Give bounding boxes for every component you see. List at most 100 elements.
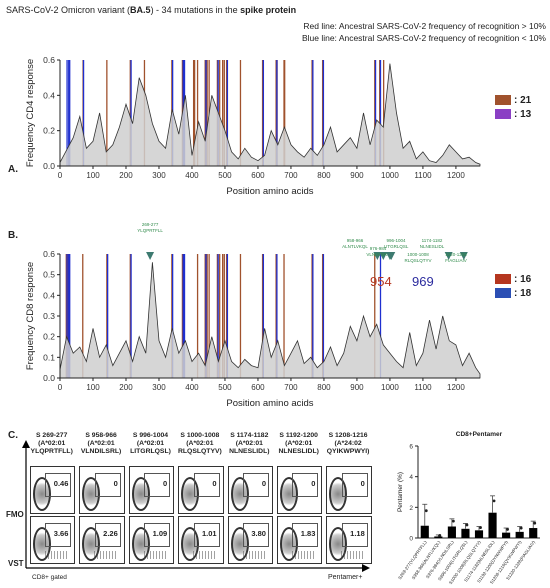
x-tick-label: 0 bbox=[58, 383, 63, 392]
epitope-marker bbox=[459, 252, 468, 260]
flow-header-line: S 269-277 bbox=[36, 432, 68, 439]
figure-title: SARS-CoV-2 Omicron variant (BA.5) - 34 m… bbox=[6, 5, 297, 15]
flow-x-arrowhead bbox=[362, 564, 370, 572]
data-point bbox=[438, 533, 442, 537]
event-tail bbox=[45, 551, 69, 559]
epitope-range: 958-966 bbox=[347, 238, 364, 243]
flow-column-header: S 1174-1182 (A*02:01 NLNESLIDL) bbox=[226, 432, 273, 464]
gate-percentage: 0 bbox=[163, 479, 168, 488]
flow-column: S 1174-1182 (A*02:01 NLNESLIDL) 0 3.80 bbox=[226, 432, 273, 564]
flow-header-line: (A*02:01 bbox=[136, 440, 165, 447]
x-tick-label: 100 bbox=[86, 383, 100, 392]
data-point bbox=[424, 509, 428, 513]
gate-percentage: 0 bbox=[360, 479, 365, 488]
x-axis-label: Position amino acids bbox=[226, 186, 313, 197]
x-tick-label: 900 bbox=[350, 383, 364, 392]
row-label-fmo: FMO bbox=[6, 510, 24, 519]
event-cloud bbox=[329, 477, 348, 511]
x-tick-label: 1000 bbox=[381, 383, 399, 392]
flow-plot-vst: 1.09 bbox=[128, 516, 175, 564]
bar-y-tick-label: 2 bbox=[409, 505, 413, 512]
flow-cytometry-grid: S 269-277 (A*02:01 YLQPRTFLL) 0.46 3.66 S 958… bbox=[28, 432, 374, 564]
pentamer-gate bbox=[144, 473, 171, 497]
x-tick-label: 400 bbox=[185, 171, 199, 180]
y-axis-label: Frequency CD8 response bbox=[25, 262, 36, 370]
flow-plot-fmo: 0 bbox=[128, 466, 175, 514]
data-point bbox=[479, 526, 482, 530]
gate-percentage: 2.26 bbox=[103, 529, 118, 538]
x-tick-label: 100 bbox=[86, 171, 100, 180]
flow-column: S 1000-1008 (A*02:01 RLQSLQTYV) 0 1.01 bbox=[176, 432, 224, 564]
epitope-range: 976-984 bbox=[370, 246, 387, 251]
epitope-seq: FIAGLIAIV bbox=[445, 258, 467, 263]
flow-axes bbox=[22, 440, 370, 572]
pentamer-gate bbox=[94, 523, 121, 547]
x-tick-label: 0 bbox=[58, 171, 63, 180]
legend-label: : 13 bbox=[514, 108, 532, 120]
bar bbox=[474, 530, 484, 538]
event-cloud bbox=[131, 477, 150, 511]
flow-plot-fmo: 0 bbox=[79, 466, 125, 514]
epitope-marker bbox=[373, 252, 382, 260]
pentamer-gate bbox=[45, 523, 72, 547]
epitope-seq: NLNESLIDL bbox=[420, 244, 445, 249]
flow-plot-fmo: 0 bbox=[277, 466, 323, 514]
legend-label: : 21 bbox=[514, 94, 532, 106]
pentamer-gate bbox=[292, 473, 319, 497]
gate-percentage: 0.46 bbox=[53, 479, 69, 488]
legend-swatch bbox=[495, 95, 511, 105]
gate-percentage: 1.18 bbox=[350, 529, 365, 538]
figure-header: SARS-CoV-2 Omicron variant (BA.5) - 34 m… bbox=[6, 5, 546, 53]
bar-y-tick-label: 4 bbox=[409, 474, 413, 481]
panel-a-letter: A. bbox=[8, 164, 18, 175]
highlight-969: 969 bbox=[412, 274, 434, 289]
bar bbox=[515, 531, 524, 538]
event-tail bbox=[94, 551, 119, 559]
flow-header-line: (A*02:01 bbox=[285, 440, 313, 447]
response-area bbox=[59, 63, 481, 167]
bar-y-tick-label: 0 bbox=[409, 536, 413, 543]
pentamer-gate bbox=[144, 523, 171, 547]
bar bbox=[502, 532, 511, 538]
flow-header-line: S 1174-1182 bbox=[230, 432, 269, 439]
flow-header-line: LITGRLQSL) bbox=[130, 448, 171, 455]
flow-header-line: NLNESLIDL) bbox=[229, 448, 270, 455]
epitope-seq: LITGRLQSL bbox=[384, 244, 409, 249]
legend-item-purple: : 13 bbox=[495, 107, 531, 121]
flow-header-line: RLQSLQTYV) bbox=[177, 448, 222, 455]
gate-percentage: 1.83 bbox=[300, 529, 316, 538]
flow-column: S 958-966 (A*02:01 VLNDILSRL) 0 2.26 bbox=[77, 432, 125, 564]
bar-y-axis-label: Pentamer (%) bbox=[397, 472, 404, 512]
event-cloud bbox=[230, 477, 249, 511]
blue-line-note: Blue line: Ancestral SARS-CoV-2 frequenc… bbox=[301, 33, 546, 43]
flow-header-line: YLQPRTFLL) bbox=[30, 448, 73, 455]
epitope-seq: VLNDLSRL bbox=[366, 252, 390, 257]
x-tick-label: 800 bbox=[317, 171, 331, 180]
cd4-area-chart: 0.0 0.2 0.4 0.6 0 100 200 300 400 500 600 700 800 900… bbox=[25, 55, 481, 197]
legend-item-red: : 21 bbox=[495, 93, 531, 107]
x-axis-label: Position amino acids bbox=[226, 398, 313, 409]
pentamer-gate bbox=[242, 473, 269, 497]
flow-header-line: (A*02:01 bbox=[87, 440, 115, 447]
event-tail bbox=[193, 551, 218, 559]
bar-chart-title: CD8+Pentamer bbox=[456, 431, 503, 438]
flow-y-arrowhead bbox=[22, 440, 30, 448]
x-tick-label: 1100 bbox=[414, 383, 432, 392]
gate-percentage: 3.80 bbox=[251, 529, 266, 538]
x-tick-label: 500 bbox=[218, 383, 232, 392]
flow-plot-vst: 3.80 bbox=[227, 516, 273, 564]
epitope-seq: RLQSLQTYV bbox=[404, 258, 431, 263]
flow-plot-fmo: 0.46 bbox=[30, 466, 76, 514]
flow-header-line: (A*02:01 bbox=[235, 440, 263, 447]
y-tick-label: 0.5 bbox=[43, 270, 55, 280]
x-tick-label: 700 bbox=[284, 383, 298, 392]
gate-percentage: 1.09 bbox=[152, 529, 168, 538]
x-tick-label: 200 bbox=[119, 171, 133, 180]
x-tick-label: 700 bbox=[284, 171, 298, 180]
bar bbox=[529, 528, 538, 538]
flow-header-line: S 1192-1200 bbox=[279, 432, 318, 439]
epitope-marker bbox=[444, 252, 453, 260]
panel-c: C. FMO VST S 269-277 (A*02:01 YLQPRTFLL) 0.… bbox=[0, 418, 550, 588]
panel-a-legend: : 21 : 13 bbox=[495, 93, 531, 121]
flow-column-header: S 958-966 (A*02:01 VLNDILSRL) bbox=[77, 432, 124, 464]
